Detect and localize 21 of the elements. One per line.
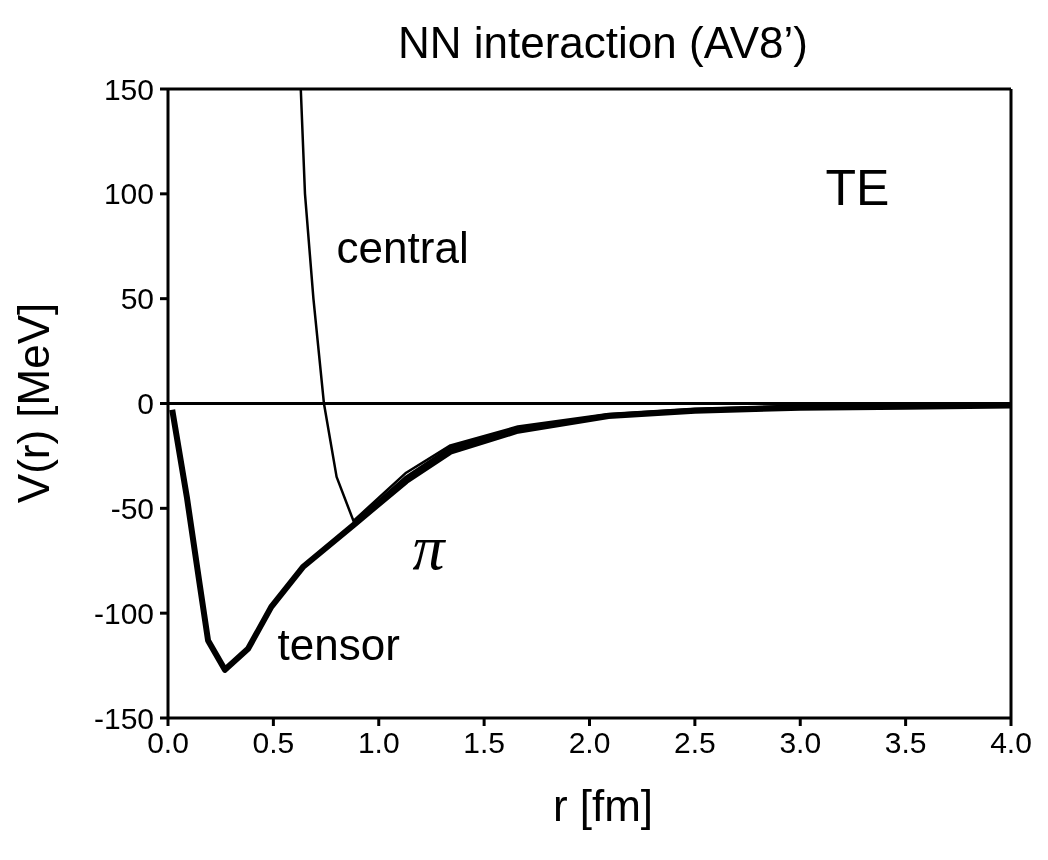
y-tick-label: -50	[110, 491, 154, 525]
y-tick-label: 0	[137, 387, 154, 421]
y-tick-label: -100	[93, 596, 154, 630]
x-tick-label: 1.0	[357, 726, 400, 760]
chart-title: NN interaction (AV8’)	[398, 18, 808, 67]
x-tick-label: 2.5	[674, 726, 716, 760]
series-label: central	[336, 223, 469, 273]
annotation: TE	[825, 160, 890, 217]
x-tick-label: 3.5	[884, 726, 927, 760]
series-label: tensor	[277, 619, 400, 669]
x-tick-label: 2.0	[568, 726, 611, 760]
x-tick-label: 3.0	[779, 726, 822, 760]
y-tick-label: 50	[120, 282, 154, 316]
y-tick-label: 150	[103, 72, 154, 106]
x-tick-label: 0.5	[252, 726, 295, 760]
x-axis-title: r [fm]	[551, 780, 655, 832]
y-axis-title: V(r) [MeV]	[9, 302, 59, 503]
series-label: π	[412, 511, 445, 583]
x-tick-label: 1.5	[463, 726, 505, 760]
x-tick-label: 4.0	[990, 726, 1032, 760]
y-tick-label: 100	[103, 177, 154, 211]
